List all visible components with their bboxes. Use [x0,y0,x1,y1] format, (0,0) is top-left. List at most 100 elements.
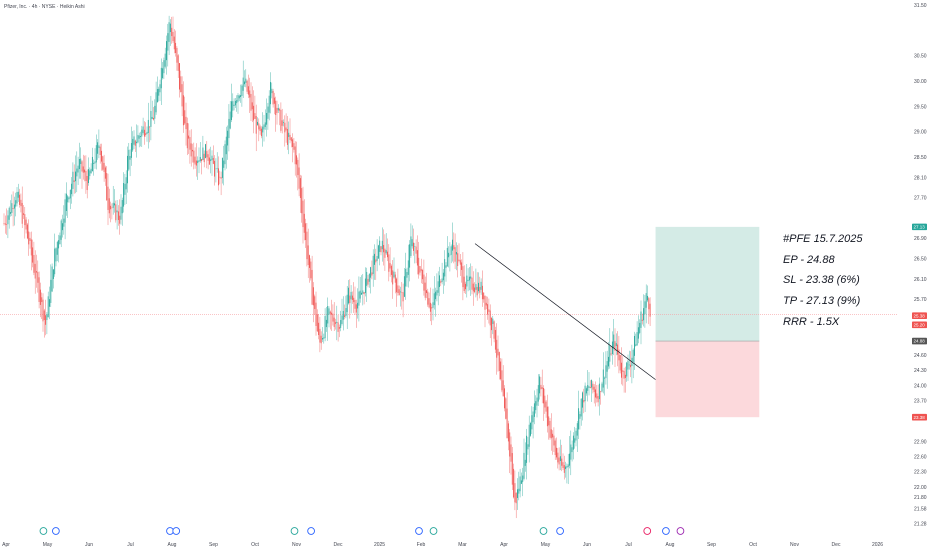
candle-body [315,302,317,326]
y-tick-label: 26.50 [914,257,927,263]
trendline-group [474,243,656,380]
candle-body [16,192,18,204]
candle-body [199,156,201,162]
candle-body [354,299,356,309]
candle-body [426,290,427,294]
candle-body [370,267,372,278]
x-tick-label: Apr [500,542,508,548]
candle-body [219,176,221,178]
candle-body [328,308,330,315]
candle-body [470,276,472,279]
candle-body [54,248,56,275]
candle-body [548,416,550,426]
candle-body [175,42,177,53]
candle-body [188,135,190,139]
candle-body [51,266,53,292]
candle-body [285,127,287,131]
candle-body [459,260,461,265]
candle-body [418,257,420,275]
candle-body [231,101,232,121]
event-earnings-icon [556,527,564,535]
candle-body [21,202,23,224]
candle-body [380,246,382,253]
candle-body [593,386,595,393]
candle-body [449,254,451,256]
candle-body [444,259,446,277]
candle-body [119,215,121,224]
candle-body [494,330,496,350]
candle-body [322,338,323,340]
y-tick-label: 24.30 [914,368,927,374]
candle-body [159,84,161,93]
candle-body [572,435,574,450]
candle-body [427,291,429,305]
symbol-title: Pfizer, Inc. · 4h · NYSE · Heikin Ashi [4,4,85,10]
candle-body [41,297,43,303]
candle-body [357,302,359,309]
candle-body [614,341,616,351]
candle-body [615,343,617,347]
candle-body [207,154,209,161]
candle-body [185,116,187,130]
candle-body [484,295,486,310]
y-tick-label: 28.10 [914,175,927,181]
candle-body [504,388,505,409]
y-tick-label: 24.60 [914,353,927,359]
stop-loss-zone [655,341,760,418]
candle-body [198,160,200,162]
x-tick-label: Aug [168,542,177,548]
candle-body [94,161,96,164]
candle-body [68,197,70,200]
candle-body [302,200,304,228]
candle-body [575,430,577,441]
candle-body [242,77,244,91]
candle-body [606,361,608,372]
candle-body [111,207,113,209]
candle-body [77,165,79,173]
candle-body [289,134,291,140]
candle-body [617,344,619,355]
candle-body [471,277,473,290]
candle-body [8,207,10,220]
x-tick-label: May [541,542,551,548]
candle-body [359,290,361,299]
candle-body [331,312,333,315]
event-markers [39,527,685,535]
candle-body [420,269,422,271]
candle-body [358,291,360,306]
candle-body [639,322,641,333]
candle-body [232,101,234,111]
price-badge [912,312,927,319]
candle-body [576,423,578,436]
candle-body [211,155,213,161]
candle-body [197,160,199,164]
candle-body [56,241,58,255]
candle-body [237,94,239,102]
candle-body [384,248,386,258]
candle-body [65,193,67,212]
candle-body [493,321,495,339]
candle-body [627,360,629,370]
candle-body [553,435,555,446]
candle-body [558,457,560,465]
candle-body [10,212,11,214]
candle-body [244,81,245,85]
candle-body [608,356,609,367]
candle-body [277,108,279,111]
candle-body [368,273,370,282]
candle-body [392,270,394,285]
candle-body [110,205,112,210]
candle-body [416,250,418,266]
candle-body [402,292,404,302]
candle-body [179,63,180,90]
y-tick-label: 22.30 [914,470,927,476]
candle-body [47,296,49,318]
candle-body [345,308,347,317]
candle-body [125,177,127,190]
candle-body [271,88,273,94]
x-tick-label: 2026 [872,542,883,548]
candle-body [640,311,642,328]
candle-body [390,265,392,275]
candle-body [526,435,528,463]
